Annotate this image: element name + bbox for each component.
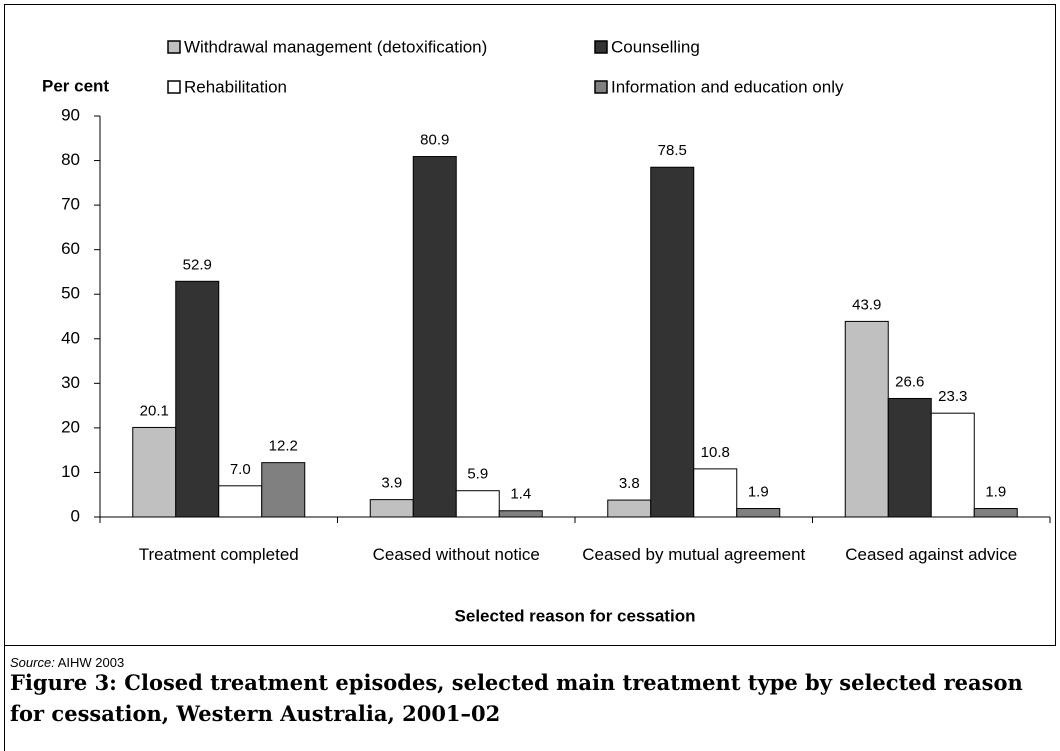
x-tick-label: Treatment completed [138, 545, 299, 564]
bar [132, 426, 177, 518]
y-axis-label: Per cent [42, 76, 109, 95]
value-label: 80.9 [420, 132, 449, 149]
bar [736, 508, 781, 518]
y-tick-label: 0 [71, 506, 80, 525]
legend-swatch [594, 40, 608, 54]
legend-label: Counselling [611, 37, 700, 56]
y-tick-label: 70 [61, 195, 80, 214]
value-label: 3.9 [381, 475, 402, 492]
bar [455, 490, 500, 518]
x-tick-label: Ceased against advice [845, 545, 1018, 564]
y-tick-label: 10 [61, 462, 80, 481]
value-label: 26.6 [895, 373, 924, 390]
value-label: 1.9 [748, 484, 769, 501]
value-label: 1.9 [985, 484, 1006, 501]
bar [175, 280, 220, 518]
value-label: 43.9 [852, 296, 881, 313]
y-tick-label: 60 [61, 239, 80, 258]
value-label: 1.4 [510, 486, 531, 503]
y-tick-label: 40 [61, 328, 80, 347]
bar [650, 166, 695, 518]
legend-swatch [594, 80, 608, 94]
value-label: 3.8 [619, 475, 640, 492]
bar [498, 510, 543, 518]
x-tick-label: Ceased by mutual agreement [582, 545, 806, 564]
legend-swatch [167, 80, 181, 94]
caption: Figure 3: Closed treatment episodes, sel… [10, 670, 1023, 726]
value-label: 5.9 [467, 466, 488, 483]
legend-swatch [167, 40, 181, 54]
value-label: 10.8 [701, 444, 730, 461]
value-label: 78.5 [658, 142, 687, 159]
value-label: 20.1 [140, 402, 169, 419]
value-label: 23.3 [938, 388, 967, 405]
source: Source: AIHW 2003 [10, 655, 124, 670]
value-label: 52.9 [183, 256, 212, 273]
source-text: AIHW 2003 [57, 655, 125, 670]
x-tick-label: Ceased without notice [372, 545, 540, 564]
bar [844, 320, 889, 518]
bar [261, 462, 306, 518]
legend-label: Rehabilitation [184, 77, 287, 96]
y-tick-label: 30 [61, 373, 80, 392]
bar [218, 485, 263, 518]
source-label: Source: [10, 655, 55, 670]
x-axis-label: Selected reason for cessation [455, 606, 696, 625]
legend-label: Withdrawal management (detoxification) [184, 37, 487, 56]
value-label: 12.2 [269, 438, 298, 455]
y-tick-label: 50 [61, 284, 80, 303]
y-tick-label: 90 [61, 105, 80, 124]
bar [412, 156, 457, 518]
bar [887, 397, 932, 518]
bar [930, 412, 975, 518]
bar [369, 499, 414, 518]
legend-label: Information and education only [611, 77, 844, 96]
bar [973, 508, 1018, 518]
y-tick-label: 80 [61, 150, 80, 169]
value-label: 7.0 [230, 461, 251, 478]
bar [607, 499, 652, 518]
y-tick-label: 20 [61, 417, 80, 436]
frame [4, 4, 1056, 646]
bar [693, 468, 738, 518]
